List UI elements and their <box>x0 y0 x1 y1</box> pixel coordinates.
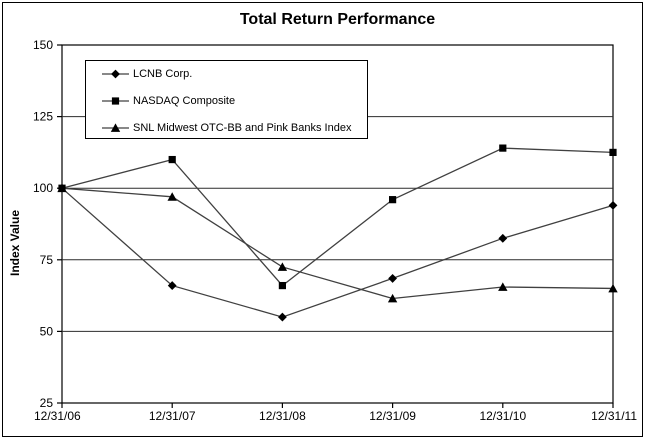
chart-title: Total Return Performance <box>239 11 436 28</box>
y-tick-label-125: 125 <box>33 110 53 124</box>
y-tick-label-75: 75 <box>40 253 54 267</box>
series-line <box>61 187 614 300</box>
data-point-triangle-2 <box>277 262 288 271</box>
legend-label: LCNB Corp. <box>133 68 193 80</box>
x-tick-label-3: 12/31/09 <box>369 409 416 423</box>
diamond-legend-icon <box>102 69 129 79</box>
plot-frame <box>61 44 614 404</box>
series-lcnb-corp- <box>57 183 618 322</box>
x-tick-label-4: 12/31/10 <box>479 409 526 423</box>
data-point-triangle-4 <box>498 282 508 291</box>
data-point-square-0 <box>58 184 66 192</box>
data-point-triangle-1 <box>167 192 177 201</box>
legend: LCNB Corp. NASDAQ Composite SNL Midwest OT… <box>85 60 368 139</box>
legend-item-3: SNL Midwest OTC-BB and Pink Banks Index <box>86 119 367 137</box>
legend-label: NASDAQ Composite <box>133 95 236 107</box>
series-line <box>61 147 614 287</box>
data-point-diamond-4 <box>498 233 508 243</box>
y-tick-label-100: 100 <box>33 181 53 195</box>
triangle-legend-icon <box>102 123 129 132</box>
data-point-triangle-5 <box>608 283 618 293</box>
data-point-diamond-1 <box>167 281 177 290</box>
x-tick-label-5: 12/31/11 <box>591 409 637 423</box>
x-tick-label-1: 12/31/07 <box>149 409 196 423</box>
data-point-triangle-3 <box>387 293 398 303</box>
data-point-diamond-2 <box>278 312 287 322</box>
y-tick-label-25: 25 <box>40 396 54 410</box>
square-legend-marker <box>111 97 120 105</box>
data-point-square-2 <box>278 281 286 290</box>
data-point-diamond-5 <box>608 200 618 210</box>
x-tick-label-2: 12/31/08 <box>259 409 306 423</box>
legend-item-1: LCNB Corp. <box>86 65 367 83</box>
data-point-diamond-3 <box>388 274 397 283</box>
series-line <box>61 187 614 318</box>
legend-label: SNL Midwest OTC-BB and Pink Banks Index <box>133 122 352 134</box>
data-point-square-4 <box>499 144 507 152</box>
legend-item-2: NASDAQ Composite <box>86 92 367 110</box>
data-point-square-3 <box>389 196 397 204</box>
y-tick-label-150: 150 <box>33 38 53 52</box>
data-point-square-1 <box>168 155 176 164</box>
triangle-legend-marker <box>110 123 121 132</box>
y-tick-label-50: 50 <box>40 324 54 338</box>
x-tick-label-0: 12/31/06 <box>34 409 81 423</box>
data-point-square-5 <box>609 148 617 156</box>
square-legend-icon <box>102 97 129 105</box>
series-nasdaq-composite <box>58 144 617 290</box>
diamond-legend-marker <box>111 69 120 79</box>
